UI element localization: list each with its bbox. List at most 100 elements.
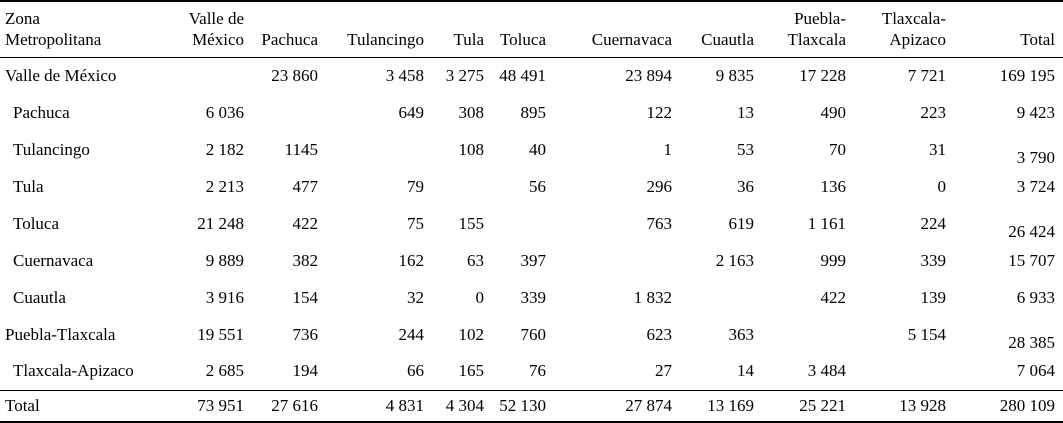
row-label-tula: Tula <box>13 176 44 196</box>
row-label-valle-de-mexico: Valle de México <box>5 65 117 85</box>
data-cell: 9 889 <box>205 250 244 270</box>
data-cell: 56 <box>529 176 546 196</box>
col-header-valle-de-mexico: Valle de México <box>152 1 252 58</box>
data-cell: 53 <box>737 139 754 159</box>
table-row-puebla-tlaxcala: Puebla-Tlaxcala 19 551 736 244 102 760 623 363 5… <box>0 316 1063 353</box>
header-row: Zona Metropolitana Valle de México Pachuca… <box>0 1 1063 58</box>
data-cell <box>762 316 854 353</box>
row-label-pachuca: Pachuca <box>13 102 70 122</box>
data-cell: 70 <box>829 139 846 159</box>
data-cell: 154 <box>292 287 319 307</box>
data-cell: 17 228 <box>799 65 846 85</box>
table-row-cuautla: Cuautla 3 916 154 32 0 339 1 832 422 139 6 933 <box>0 279 1063 316</box>
data-cell: 1 <box>663 139 673 159</box>
data-cell: 223 <box>920 102 947 122</box>
row-total-cell: 9 423 <box>1016 102 1055 122</box>
data-cell: 40 <box>529 139 546 159</box>
row-total-cell: 28 385 <box>1008 332 1055 352</box>
data-cell <box>554 242 680 279</box>
data-cell: 21 248 <box>197 213 244 233</box>
col-header-tulancingo: Tulancingo <box>326 1 432 58</box>
data-cell: 999 <box>820 250 847 270</box>
table-row-toluca: Toluca 21 248 422 75 155 763 619 1 161 224 26 424 <box>0 205 1063 242</box>
row-total-cell: 3 724 <box>1016 176 1055 196</box>
data-cell: 0 <box>937 176 947 196</box>
data-cell: 32 <box>407 287 424 307</box>
total-cell: 13 928 <box>854 389 954 422</box>
data-cell: 490 <box>820 102 847 122</box>
data-cell: 308 <box>458 102 485 122</box>
data-cell: 382 <box>292 250 319 270</box>
row-label-tlaxcala-apizaco: Tlaxcala-Apizaco <box>13 361 134 381</box>
table-body: Valle de México 23 860 3 458 3 275 48 491 23 … <box>0 57 1063 390</box>
data-cell: 27 <box>655 361 672 381</box>
data-cell: 162 <box>398 250 425 270</box>
data-cell: 363 <box>728 324 755 344</box>
data-cell: 339 <box>520 287 547 307</box>
data-cell: 155 <box>458 213 485 233</box>
data-cell: 339 <box>920 250 947 270</box>
data-cell: 108 <box>458 139 485 159</box>
row-label-cuautla: Cuautla <box>13 287 66 307</box>
table-header: Zona Metropolitana Valle de México Pachuca… <box>0 1 1063 58</box>
data-cell <box>152 57 252 94</box>
data-cell: 5 154 <box>907 324 946 344</box>
data-cell: 3 275 <box>445 65 484 85</box>
data-cell: 3 458 <box>385 65 424 85</box>
data-cell: 63 <box>467 250 484 270</box>
data-cell: 619 <box>728 213 755 233</box>
data-cell: 2 163 <box>715 250 754 270</box>
data-cell: 1 161 <box>807 213 846 233</box>
row-total-cell: 15 707 <box>1008 250 1055 270</box>
data-cell <box>432 168 492 205</box>
data-cell: 296 <box>646 176 673 196</box>
table-row-tulancingo: Tulancingo 2 182 1145 108 40 1 53 70 31 3 790 <box>0 131 1063 168</box>
total-row: Total 73 951 27 616 4 831 4 304 52 130 27 874 1… <box>0 389 1063 422</box>
row-total-cell: 26 424 <box>1008 221 1055 241</box>
total-cell: 73 951 <box>152 389 252 422</box>
col-header-pachuca: Pachuca <box>252 1 326 58</box>
table-row-cuernavaca: Cuernavaca 9 889 382 162 63 397 2 163 999 339 15 … <box>0 242 1063 279</box>
data-cell <box>326 131 432 168</box>
data-cell: 7 721 <box>907 65 946 85</box>
total-cell: 13 169 <box>680 389 762 422</box>
data-cell: 76 <box>529 361 546 381</box>
data-cell: 36 <box>737 176 754 196</box>
row-label-tulancingo: Tulancingo <box>13 139 90 159</box>
data-cell: 2 213 <box>205 176 244 196</box>
data-cell: 79 <box>407 176 424 196</box>
data-cell: 2 182 <box>205 139 244 159</box>
data-cell: 31 <box>929 139 946 159</box>
data-cell: 136 <box>820 176 847 196</box>
data-cell: 23 894 <box>625 65 672 85</box>
table-row-valle-de-mexico: Valle de México 23 860 3 458 3 275 48 491 23 … <box>0 57 1063 94</box>
data-cell: 1 832 <box>633 287 672 307</box>
data-cell: 623 <box>646 324 673 344</box>
total-cell: 27 616 <box>252 389 326 422</box>
data-cell: 0 <box>475 287 485 307</box>
data-cell: 75 <box>407 213 424 233</box>
col-header-puebla-tlaxcala: Puebla- Tlaxcala <box>762 1 854 58</box>
data-cell: 194 <box>292 361 319 381</box>
row-label-cuernavaca: Cuernavaca <box>13 250 94 270</box>
col-header-total: Total <box>954 1 1063 58</box>
data-cell: 760 <box>520 324 547 344</box>
data-cell: 23 860 <box>271 65 318 85</box>
data-cell: 19 551 <box>197 324 244 344</box>
row-total-cell: 7 064 <box>1016 361 1055 381</box>
total-cell: 4 304 <box>432 389 492 422</box>
data-cell: 224 <box>920 213 947 233</box>
data-cell: 165 <box>458 361 485 381</box>
data-cell: 422 <box>292 213 319 233</box>
data-cell: 422 <box>820 287 847 307</box>
row-label-puebla-tlaxcala: Puebla-Tlaxcala <box>5 324 116 344</box>
data-cell: 2 685 <box>205 361 244 381</box>
row-total-cell: 3 790 <box>1016 147 1055 167</box>
data-cell <box>854 353 954 390</box>
data-cell: 139 <box>920 287 947 307</box>
data-cell: 3 916 <box>205 287 244 307</box>
col-header-cuautla: Cuautla <box>680 1 762 58</box>
table-footer: Total 73 951 27 616 4 831 4 304 52 130 27 874 1… <box>0 389 1063 422</box>
col-header-tula: Tula <box>432 1 492 58</box>
